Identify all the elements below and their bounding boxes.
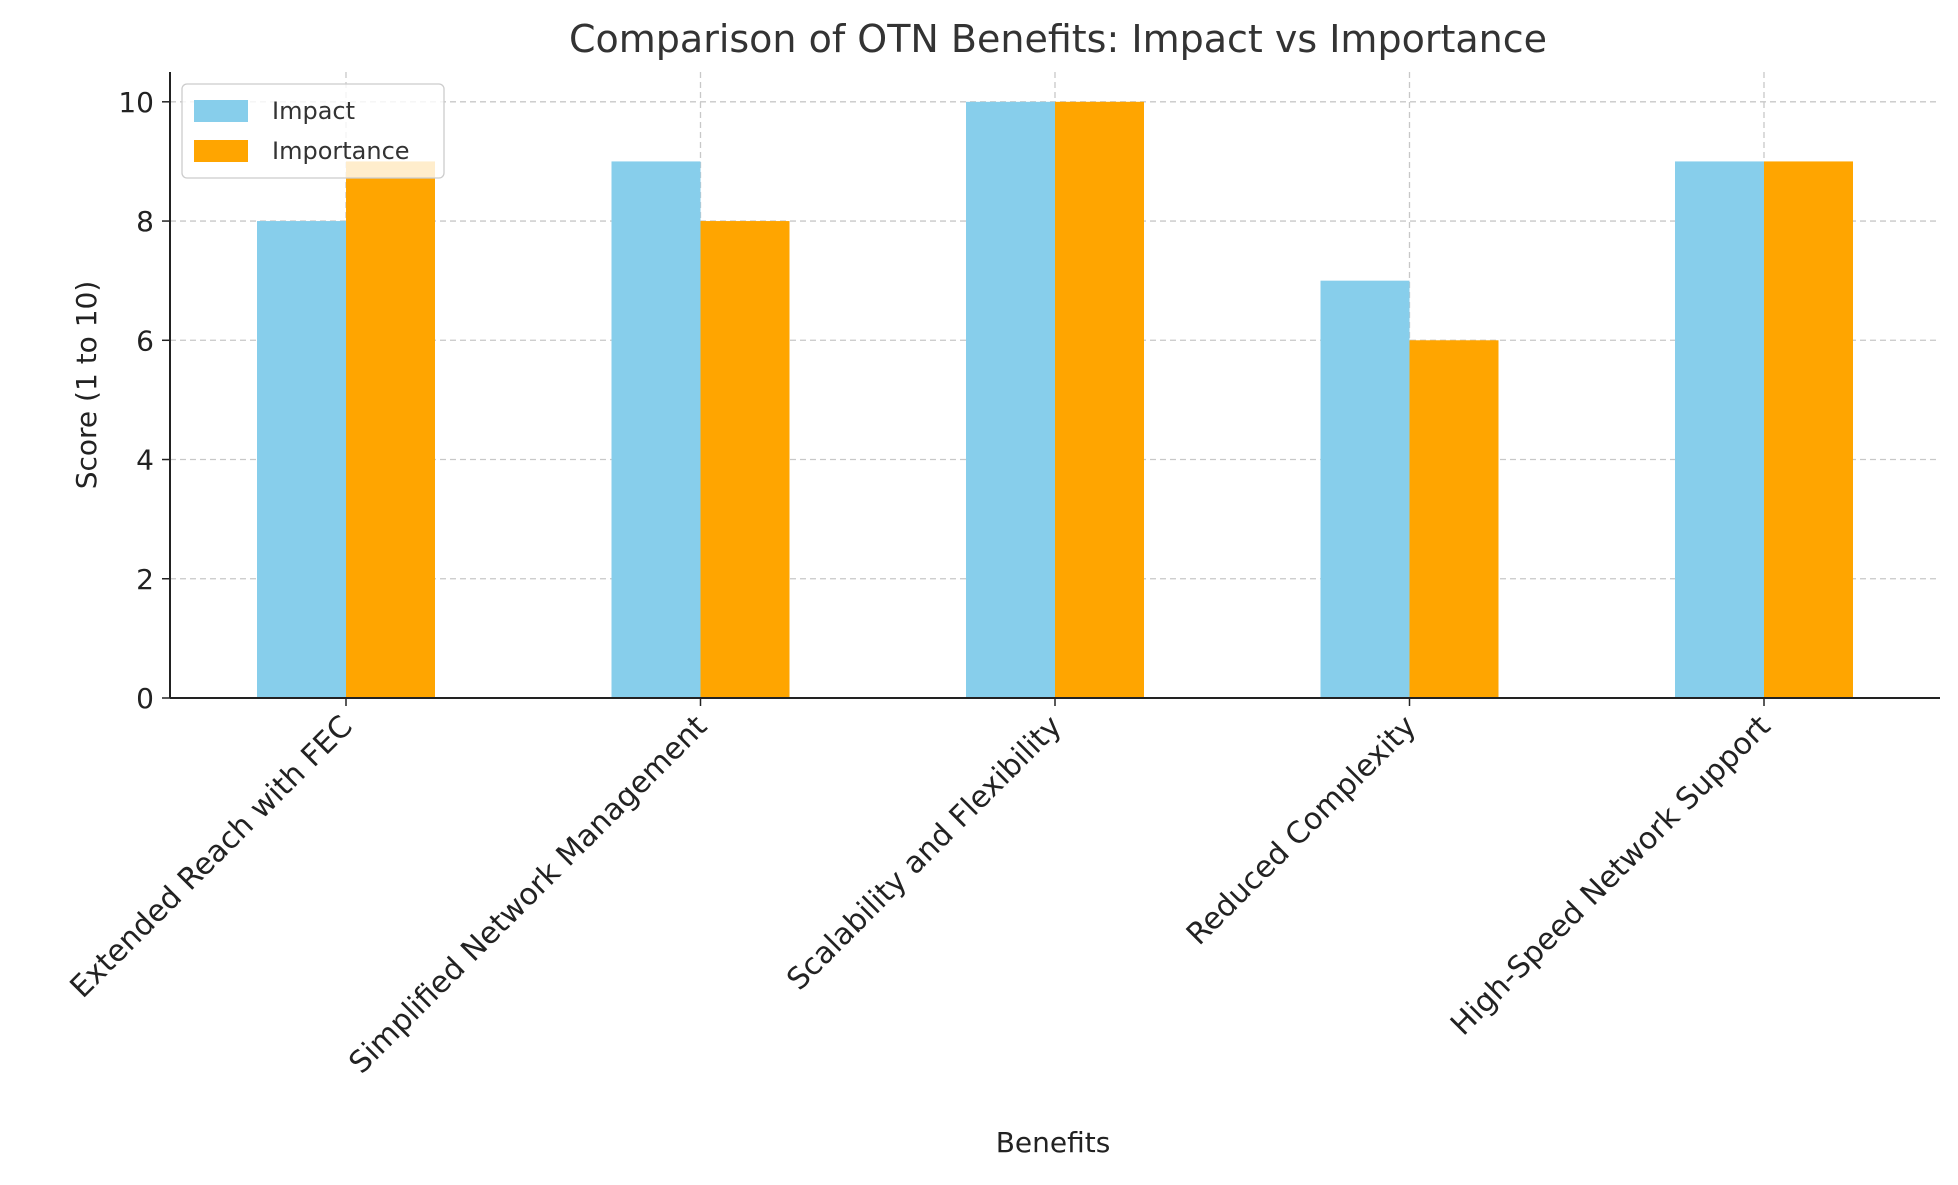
x-axis-label: Benefits	[996, 1126, 1111, 1159]
bar-impact-5	[1675, 161, 1764, 698]
y-tick-labels: 0 2 4 6 8 10	[118, 86, 154, 715]
x-tick-label: High-Speed Network Support	[1444, 709, 1778, 1043]
legend-swatch-importance	[194, 140, 248, 162]
legend-swatch-impact	[194, 100, 248, 122]
bar-importance-2	[700, 221, 790, 699]
x-tick-label: Scalability and Flexibility	[780, 709, 1068, 997]
y-tick-label: 4	[136, 444, 154, 477]
x-tick-label: Simplified Network Management	[342, 709, 714, 1081]
legend-label-importance: Importance	[272, 137, 410, 165]
bar-impact-4	[1320, 280, 1410, 698]
bar-importance-5	[1764, 161, 1853, 698]
axes-layer	[162, 72, 1940, 706]
chart-title: Comparison of OTN Benefits: Impact vs Im…	[569, 17, 1547, 61]
bar-importance-4	[1409, 340, 1499, 698]
y-axis-label: Score (1 to 10)	[70, 281, 103, 490]
bar-importance-3	[1055, 101, 1144, 699]
bar-importance-1	[346, 161, 435, 698]
legend-label-impact: Impact	[272, 97, 355, 125]
y-tick-label: 10	[118, 86, 154, 119]
y-tick-label: 8	[136, 205, 154, 238]
x-tick-label: Reduced Complexity	[1180, 709, 1423, 952]
y-tick-label: 6	[136, 324, 154, 357]
bars-layer	[257, 101, 1853, 699]
y-tick-label: 0	[136, 682, 154, 715]
bar-impact-1	[257, 221, 346, 699]
x-tick-label: Extended Reach with FEC	[64, 709, 360, 1005]
bar-impact-3	[966, 101, 1055, 699]
legend: Impact Importance	[181, 83, 445, 179]
y-tick-label: 2	[136, 563, 154, 596]
bar-impact-2	[611, 161, 701, 698]
